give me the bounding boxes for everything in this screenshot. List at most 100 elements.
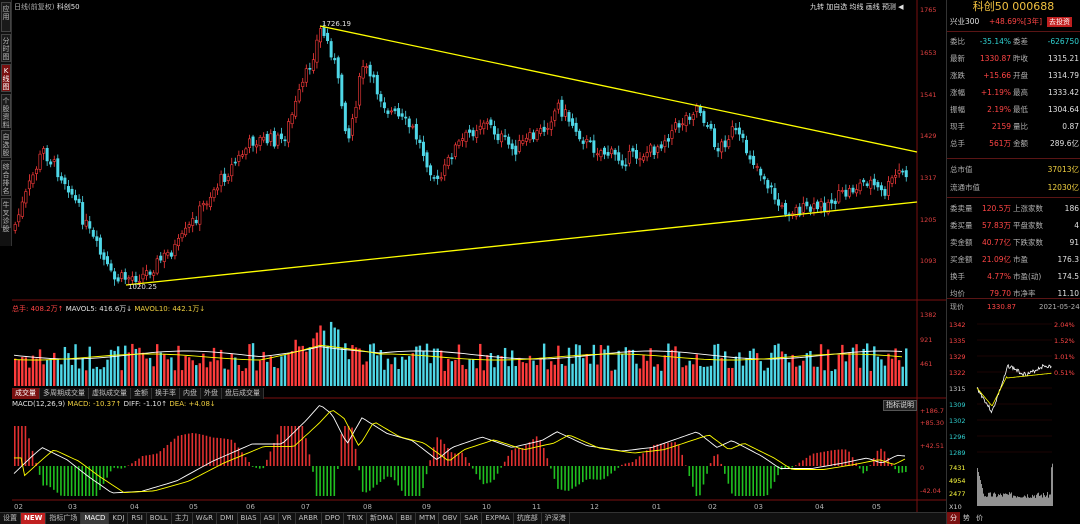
macd-bar (156, 453, 158, 466)
indicator-tab[interactable]: MACD (81, 513, 110, 524)
ma-button[interactable]: 均线 (849, 3, 864, 11)
indicator-tab[interactable]: EXPMA (482, 513, 514, 524)
candle (642, 156, 646, 161)
tab-stock-info[interactable]: 个股资料 (1, 94, 11, 129)
mini-vol-bar (1052, 463, 1053, 506)
quote-label: 涨跌 (950, 71, 965, 80)
indicator-tab[interactable]: RSI (128, 513, 147, 524)
indicator-tab[interactable]: TRIX (344, 513, 368, 524)
indicator-help-button[interactable]: 指标说明 (883, 400, 917, 411)
volume-bar (780, 351, 784, 386)
macd-bar (411, 466, 414, 496)
candle (521, 140, 525, 144)
macd-bar (539, 440, 541, 466)
candle (276, 134, 280, 146)
indicator-tab[interactable]: ASI (261, 513, 279, 524)
volume-bar (159, 352, 162, 386)
candle (904, 170, 908, 178)
add-watchlist-button[interactable]: 加自选 (826, 3, 848, 11)
indicator-tab[interactable]: 主力 (172, 513, 193, 524)
candle (503, 135, 507, 137)
tab-kline[interactable]: K线图 (1, 64, 11, 92)
macd-bar (873, 458, 875, 466)
tab-diagnosis[interactable]: 牛叉诊股 (1, 198, 11, 233)
indicator-tab[interactable]: OBV (439, 513, 462, 524)
indicator-tab[interactable]: KDJ (109, 513, 129, 524)
candle (88, 221, 92, 229)
tab-app[interactable]: 应用 (1, 2, 11, 32)
macd-bar (38, 466, 41, 475)
volume-bar (77, 368, 81, 386)
indicator-tab[interactable]: DPO (322, 513, 345, 524)
indicator-tab[interactable]: 抗底部 (514, 513, 542, 524)
indicator-tab[interactable]: VR (279, 513, 296, 524)
kline-chart-area[interactable]: 日线(前复权) 科创50 九转 加自选 均线 画线 预测 ◀ 1726.19 1… (12, 0, 946, 512)
macd-bar (266, 459, 268, 466)
subtab-multi-period-volume[interactable]: 多周期成交量 (40, 388, 89, 399)
volume-bar (699, 365, 702, 386)
mini-pct-tick: 2.04% (1054, 321, 1075, 329)
subtab-virtual-volume[interactable]: 虚拟成交量 (89, 388, 131, 399)
x-month-label: 04 (815, 503, 824, 511)
volume-bar (244, 368, 248, 386)
volume-bar (365, 361, 368, 386)
tab-watchlist[interactable]: 自选股 (1, 130, 11, 158)
candle (436, 175, 440, 179)
macd-bar (500, 466, 502, 468)
mini-tab-price[interactable]: 价 (976, 514, 983, 522)
mini-vol-tick: 7431 (949, 464, 966, 472)
draw-line-button[interactable]: 画线 (865, 3, 880, 11)
tab-timeshare[interactable]: 分时图 (1, 34, 11, 62)
tab-ranking[interactable]: 综合排名 (1, 160, 11, 196)
indicator-tab[interactable]: BBI (397, 513, 416, 524)
indicator-tab[interactable]: 设置 (0, 513, 21, 524)
mini-vol-bar (1019, 496, 1020, 506)
scroll-left-icon[interactable]: ◀ (898, 3, 904, 11)
indicator-tab[interactable]: 沪深港 (542, 513, 570, 524)
volume-bar (518, 357, 521, 386)
mini-tab-minute[interactable]: 分 (947, 512, 960, 524)
macd-bar (145, 455, 147, 466)
quote-value: -626750 (1047, 37, 1079, 46)
volume-bar (180, 370, 184, 386)
macd-bar (883, 451, 886, 466)
volume-bar (670, 349, 674, 386)
invest-button[interactable]: 去投资 (1047, 17, 1072, 27)
mini-tab-trend[interactable]: 势 (963, 514, 970, 522)
volume-bar (354, 347, 358, 386)
macd-bar (731, 466, 733, 494)
volume-bar (102, 367, 106, 386)
candle (784, 203, 788, 215)
candle (70, 188, 74, 195)
intraday-mini-chart[interactable]: 1342 1335 1329 1322 1315 1309 1302 1296 1289 2.04… (947, 316, 1080, 512)
macd-bar (475, 466, 478, 475)
subtab-turnover[interactable]: 换手率 (152, 388, 180, 399)
candle (808, 206, 812, 212)
indicator-tab[interactable]: DMI (217, 513, 238, 524)
volume-bar (684, 365, 688, 386)
candle (826, 201, 830, 214)
macd-bar (862, 466, 865, 474)
indicator-tab[interactable]: ARBR (296, 513, 322, 524)
indicator-tab[interactable]: NEW (21, 513, 47, 524)
subtab-inner[interactable]: 内盘 (180, 388, 201, 399)
indicator-tab[interactable]: 指标广场 (46, 513, 82, 524)
forecast-button[interactable]: 预测 (881, 3, 896, 11)
candle (432, 177, 436, 179)
volume-bar (752, 348, 755, 386)
indicator-tab[interactable]: W&R (193, 513, 218, 524)
indicator-tab[interactable]: BOLL (147, 513, 172, 524)
subtab-volume[interactable]: 成交量 (12, 388, 40, 399)
volume-bar (141, 352, 145, 386)
indicator-tab[interactable]: SAR (461, 513, 483, 524)
candle (166, 252, 170, 256)
volume-bar (546, 369, 549, 386)
indicator-tab[interactable]: MTM (416, 513, 440, 524)
indicator-tab[interactable]: 新DMA (367, 513, 398, 524)
jiuzhuan-button[interactable]: 九转 (810, 3, 824, 11)
indicator-tab[interactable]: BIAS (238, 513, 261, 524)
subtab-outer[interactable]: 外盘 (201, 388, 222, 399)
subtab-amount[interactable]: 金额 (131, 388, 152, 399)
candle (333, 58, 337, 61)
subtab-after-hours[interactable]: 盘后成交量 (222, 388, 264, 399)
